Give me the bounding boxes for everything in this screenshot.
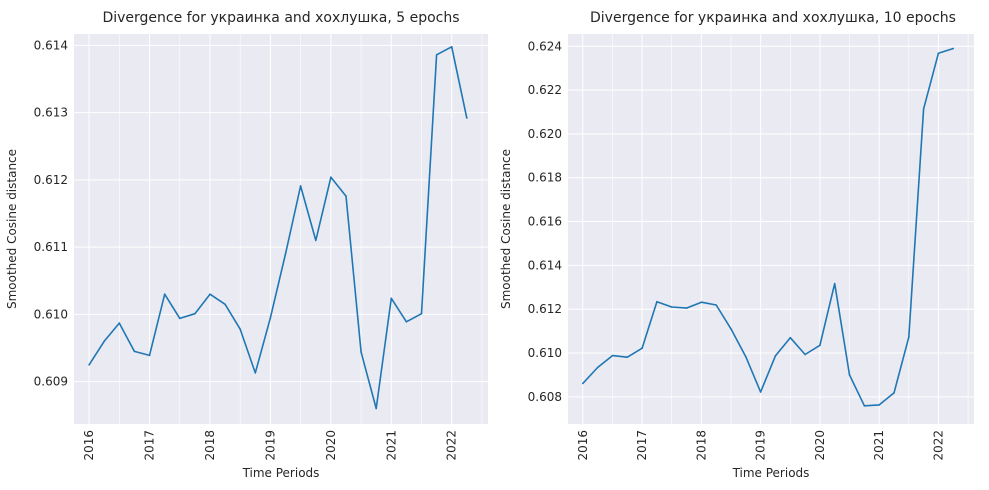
data-point [833,282,836,285]
chart-title: Divergence for украинка and хохлушка, 10… [590,10,956,26]
data-point [330,176,332,179]
x-tick-label: 2018 [694,430,708,461]
y-tick-label: 0.611 [34,240,68,254]
x-tick-label: 2016 [82,430,96,461]
y-tick-label: 0.609 [34,375,68,389]
y-tick-label: 0.610 [34,307,68,321]
data-point [715,304,717,306]
data-point [700,301,703,303]
data-point [314,239,317,242]
x-tick-label: 2017 [635,430,649,461]
data-point [450,45,453,48]
chart-title: Divergence for украинка and хохлушка, 5 … [102,10,459,26]
x-tick-label: 2021 [384,430,398,461]
plot-area [568,34,974,424]
x-tick-label: 2020 [324,430,338,461]
data-point [390,297,393,300]
data-point [789,336,792,339]
chart-panel-1: 0.609 0.610 0.611 0.612 0.613 0.614 2016 2017 20… [5,10,488,480]
data-point [611,354,614,357]
data-point [360,351,362,353]
data-point [299,185,302,187]
data-point [466,117,468,119]
y-tick-label: 0.610 [528,346,562,360]
data-point [745,355,747,358]
x-tick-label: 2017 [143,430,157,461]
data-point [420,312,423,315]
data-point [269,316,272,319]
x-tick-label: 2019 [263,430,277,461]
data-point [848,374,851,376]
data-point [405,320,408,323]
y-tick-label: 0.620 [528,127,562,141]
data-point [284,253,287,255]
data-point [254,372,257,374]
series-line [88,45,468,410]
plot-area [74,34,488,424]
y-tick-label: 0.608 [528,390,562,404]
y-tick-label: 0.618 [528,171,562,185]
data-point [804,353,806,356]
data-point [375,407,377,410]
y-tick-label: 0.622 [528,83,562,97]
data-point [345,195,347,197]
data-point [163,293,166,296]
data-point [596,366,599,369]
x-tick-label: 2019 [754,430,768,461]
data-point [88,364,90,366]
data-point [685,307,688,309]
data-point [209,293,211,296]
data-point [239,328,242,330]
data-point [148,354,151,357]
data-point [759,391,762,393]
data-point [893,392,895,394]
y-tick-label: 0.613 [34,106,68,120]
data-point [103,340,106,343]
x-tick-label: 2018 [203,430,217,461]
data-point [819,344,821,347]
data-point [133,350,136,353]
data-point [730,328,732,330]
data-point [908,336,910,339]
chart-panel-2: 0.608 0.610 0.612 0.614 0.616 0.618 0.620 0.622… [499,10,974,480]
y-tick-label: 0.616 [528,215,562,229]
data-point [641,347,643,349]
data-point [626,356,629,358]
data-point [224,303,226,306]
x-tick-label: 2016 [576,430,590,461]
x-tick-label: 2022 [445,430,459,461]
x-tick-label: 2021 [872,430,886,461]
x-tick-label: 2020 [813,430,827,461]
data-point [774,355,777,357]
data-point [670,306,673,308]
data-point [656,300,658,303]
y-tick-label: 0.614 [528,258,562,272]
data-point [194,312,196,315]
y-tick-label: 0.612 [34,173,68,187]
series-line [582,47,954,407]
data-point [952,47,955,50]
y-axis-label: Smoothed Cosine distance [5,149,19,309]
data-point [878,404,880,406]
data-point [118,322,121,324]
data-point [863,405,866,407]
data-point [582,382,584,385]
y-tick-label: 0.614 [34,38,68,52]
data-point [435,54,438,56]
data-point [178,317,181,320]
x-axis-label: Time Periods [732,466,810,480]
y-axis-label: Smoothed Cosine distance [499,149,513,309]
y-tick-label: 0.624 [528,39,562,53]
y-tick-label: 0.612 [528,302,562,316]
data-point [937,52,940,55]
x-tick-label: 2022 [931,430,945,461]
data-point [922,108,925,110]
x-axis-label: Time Periods [242,466,320,480]
